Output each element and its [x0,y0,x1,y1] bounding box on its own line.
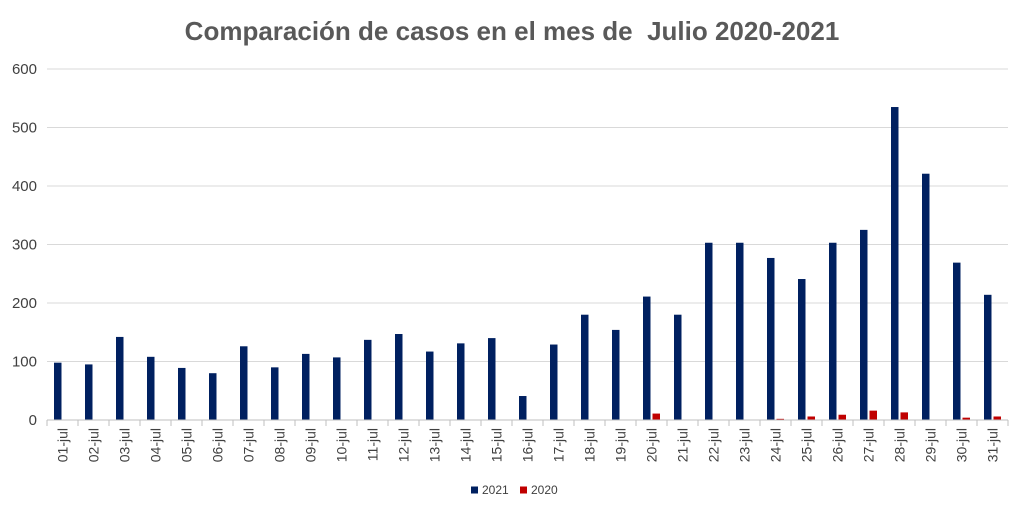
bar-2021 [860,229,868,420]
bar-2021 [829,242,837,420]
bar-2021 [953,262,961,420]
bar-2021 [581,314,589,420]
bar-2021 [550,344,558,420]
bar-2020 [807,416,815,420]
bar-2021 [85,364,93,420]
x-tick-label: 08-jul [272,428,288,462]
bar-2020 [652,413,660,420]
bar-2021 [705,242,713,420]
x-tick-label: 05-jul [179,428,195,462]
bar-2021 [767,257,775,420]
bar-2021 [271,367,279,420]
x-tick-label: 20-jul [644,428,660,462]
bar-2020 [776,418,784,420]
y-tick-label: 600 [12,61,37,78]
bar-2021 [209,373,217,420]
x-tick-label: 22-jul [706,428,722,462]
legend-swatch-2020 [520,486,527,494]
x-tick-label: 10-jul [334,428,350,462]
bar-2021 [395,334,403,420]
y-tick-label: 300 [12,237,37,254]
x-tick-label: 30-jul [954,428,970,462]
x-axis-ticks: 01-jul 02-jul 03-jul 04-jul 05-jul 06-jul 07-j… [55,428,1001,462]
chart-title: Comparación de casos en el mes de Julio … [184,16,840,46]
x-tick-label: 01-jul [55,428,71,462]
legend-label-2021: 2021 [482,483,509,497]
x-tick-label: 12-jul [396,428,412,462]
bar-2021 [488,338,496,420]
x-tick-label: 06-jul [210,428,226,462]
bar-2021 [984,294,992,420]
bar-2021 [116,336,124,420]
x-tick-label: 27-jul [861,428,877,462]
y-axis-ticks: 0 100 200 300 400 500 600 [12,61,37,429]
legend-label-2020: 2020 [531,483,558,497]
bar-2021 [240,346,248,420]
x-tick-label: 13-jul [427,428,443,462]
x-tick-label: 25-jul [799,428,815,462]
bar-2020 [869,410,877,420]
bar-2021 [147,356,155,420]
x-tick-label: 31-jul [985,428,1001,462]
bar-2020 [962,417,970,420]
bar-2021 [364,339,372,420]
x-tick-label: 23-jul [737,428,753,462]
x-tick-label: 16-jul [520,428,536,462]
bar-2021 [178,367,186,420]
x-tick-label: 09-jul [303,428,319,462]
y-tick-label: 0 [29,412,37,429]
gridlines [47,68,1008,362]
x-tick-label: 02-jul [86,428,102,462]
bar-2021 [798,279,806,420]
x-tick-label: 14-jul [458,428,474,462]
x-tick-label: 24-jul [768,428,784,462]
x-tick-label: 21-jul [675,428,691,462]
y-tick-label: 500 [12,120,37,137]
legend-swatch-2021 [471,486,478,494]
bar-2020 [838,414,846,420]
legend: 2021 2020 [471,483,558,497]
bar-2021 [54,362,62,420]
bar-2020 [900,412,908,420]
x-tick-label: 15-jul [489,428,505,462]
bar-2021 [519,396,527,420]
bar-2021 [736,242,744,420]
bars [54,107,1001,421]
bar-2021 [457,343,465,420]
x-tick-label: 18-jul [582,428,598,462]
x-tick-label: 11-jul [365,428,381,461]
bar-2020 [993,416,1001,420]
bar-2021 [302,353,310,420]
bar-2021 [922,173,930,420]
x-tick-label: 28-jul [892,428,908,462]
y-tick-label: 100 [12,354,37,371]
bar-2021 [612,329,620,420]
bar-2021 [426,351,434,420]
x-tick-label: 19-jul [613,428,629,462]
x-tick-label: 03-jul [117,428,133,462]
bar-2021 [333,357,341,420]
y-tick-label: 200 [12,295,37,312]
x-tick-label: 26-jul [830,428,846,462]
y-tick-label: 400 [12,178,37,195]
x-tick-label: 29-jul [923,428,939,462]
x-tick-label: 04-jul [148,428,164,462]
x-tick-label: 17-jul [551,428,567,462]
bar-2021 [674,314,682,420]
x-axis [46,419,1009,426]
bar-2021 [643,296,651,420]
x-tick-label: 07-jul [241,428,257,462]
bar-2021 [891,107,899,421]
